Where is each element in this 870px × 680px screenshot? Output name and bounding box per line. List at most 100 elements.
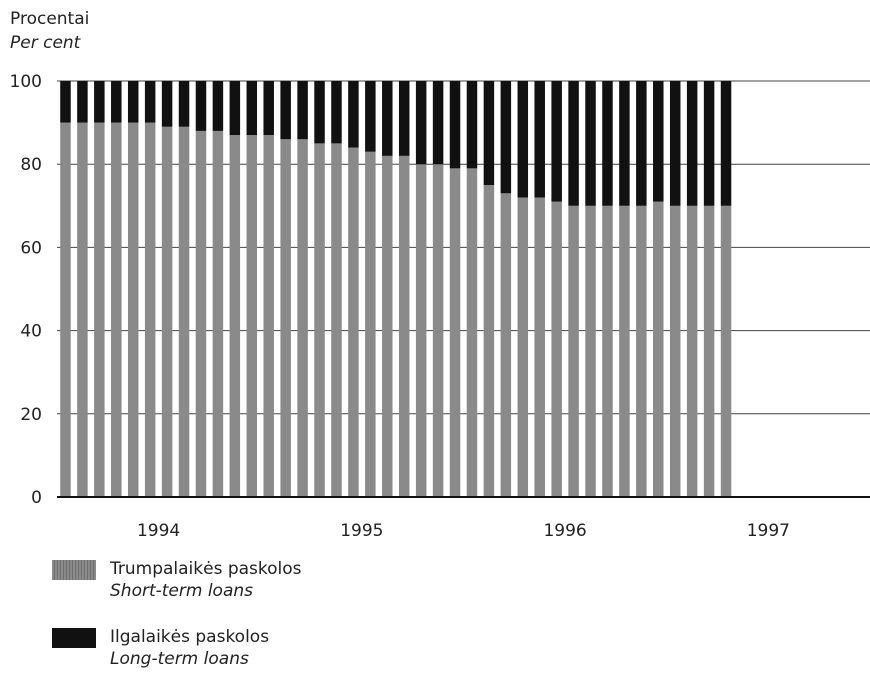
bar-short-term [568,205,579,498]
x-tick-label: 1994 [137,521,180,541]
legend-swatch-short-term [52,560,96,580]
bar-short-term [653,201,664,497]
bar-long-term [415,81,427,165]
y-tick-label: 80 [20,155,42,175]
bar-short-term [212,130,224,498]
bar-short-term [636,205,647,498]
bar-short-term [60,122,71,497]
grid-layer [57,80,870,415]
bar-layer [60,81,732,498]
bar-short-term [432,164,444,497]
bar-short-term [534,197,545,498]
bar-short-term [398,155,410,497]
bar-short-term [161,126,173,497]
bar-short-term [686,205,698,498]
bar-long-term [398,81,410,156]
bar-short-term [551,201,562,497]
bar-long-term [127,81,139,123]
bar-long-term [195,81,207,131]
bar-long-term [178,81,190,127]
bar-long-term [212,81,224,131]
bar-long-term [94,81,105,123]
bar-long-term [551,81,562,202]
bar-long-term [246,81,258,136]
bar-short-term [449,168,461,498]
bar-long-term [602,81,613,206]
bar-short-term [111,122,122,497]
bar-short-term [703,205,715,498]
bar-long-term [703,81,715,206]
bar-long-term [365,81,376,152]
bar-short-term [331,143,342,497]
bar-short-term [144,122,156,497]
y-axis-title-en: Per cent [10,33,81,53]
bar-long-term [280,81,291,140]
y-tick-label: 100 [10,72,42,92]
bar-short-term [483,185,495,497]
bar-short-term [517,197,529,498]
bar-long-term [653,81,664,202]
bar-short-term [77,122,88,497]
bar-long-term [534,81,545,198]
bar-long-term [483,81,495,185]
x-tick-label: 1996 [543,521,586,541]
y-tick-label: 0 [31,488,42,508]
x-tick-label: 1995 [340,521,383,541]
bar-long-term [720,81,732,206]
y-tick-label: 20 [20,405,42,425]
bar-short-term [585,205,596,498]
bar-long-term [297,81,308,140]
bar-long-term [348,81,359,148]
bar-long-term [111,81,122,123]
bar-short-term [619,205,630,498]
bar-short-term [263,135,274,497]
axis-layer: 0 20 40 60 80 100 1994 1995 1996 1997 [10,72,870,541]
bar-long-term [449,81,461,169]
legend-label-short-term-en: Short-term loans [110,581,254,601]
bar-short-term [500,193,512,497]
bar-short-term [669,205,681,498]
bar-short-term [348,147,359,497]
bar-long-term [432,81,444,165]
legend-label-long-term-lt: Ilgalaikės paskolos [110,627,270,647]
bar-long-term [144,81,156,123]
x-tick-label: 1997 [747,521,790,541]
bar-long-term [229,81,241,136]
bar-short-term [365,151,376,497]
y-tick-label: 40 [20,322,42,342]
legend-label-short-term-lt: Trumpalaikės paskolos [110,559,302,579]
bar-short-term [127,122,139,497]
bar-short-term [415,164,427,497]
bar-long-term [585,81,596,206]
bar-long-term [568,81,579,206]
bar-long-term [669,81,681,206]
bar-short-term [246,135,258,497]
bar-short-term [195,130,207,498]
bar-short-term [229,135,241,497]
bar-short-term [297,139,308,498]
bar-short-term [466,168,478,498]
bar-long-term [517,81,529,198]
legend-label-long-term-en: Long-term loans [110,649,249,669]
stacked-bar-chart: 0 20 40 60 80 100 1994 1995 1996 1997 [10,72,870,541]
bar-long-term [500,81,512,194]
bar-long-term [636,81,647,206]
bar-short-term [382,155,393,497]
bar-short-term [720,205,732,498]
bar-long-term [60,81,71,123]
y-tick-label: 60 [20,238,42,258]
bar-short-term [314,143,325,497]
bar-short-term [94,122,105,497]
bar-long-term [619,81,630,206]
bar-long-term [263,81,274,136]
legend-swatch-long-term [52,628,96,648]
y-axis-title-lt: Procentai [10,9,90,29]
bar-long-term [314,81,325,144]
bar-long-term [686,81,698,206]
bar-short-term [178,126,190,497]
bar-long-term [466,81,478,169]
bar-long-term [77,81,88,123]
bar-short-term [602,205,613,498]
bar-long-term [331,81,342,144]
bar-long-term [161,81,173,127]
